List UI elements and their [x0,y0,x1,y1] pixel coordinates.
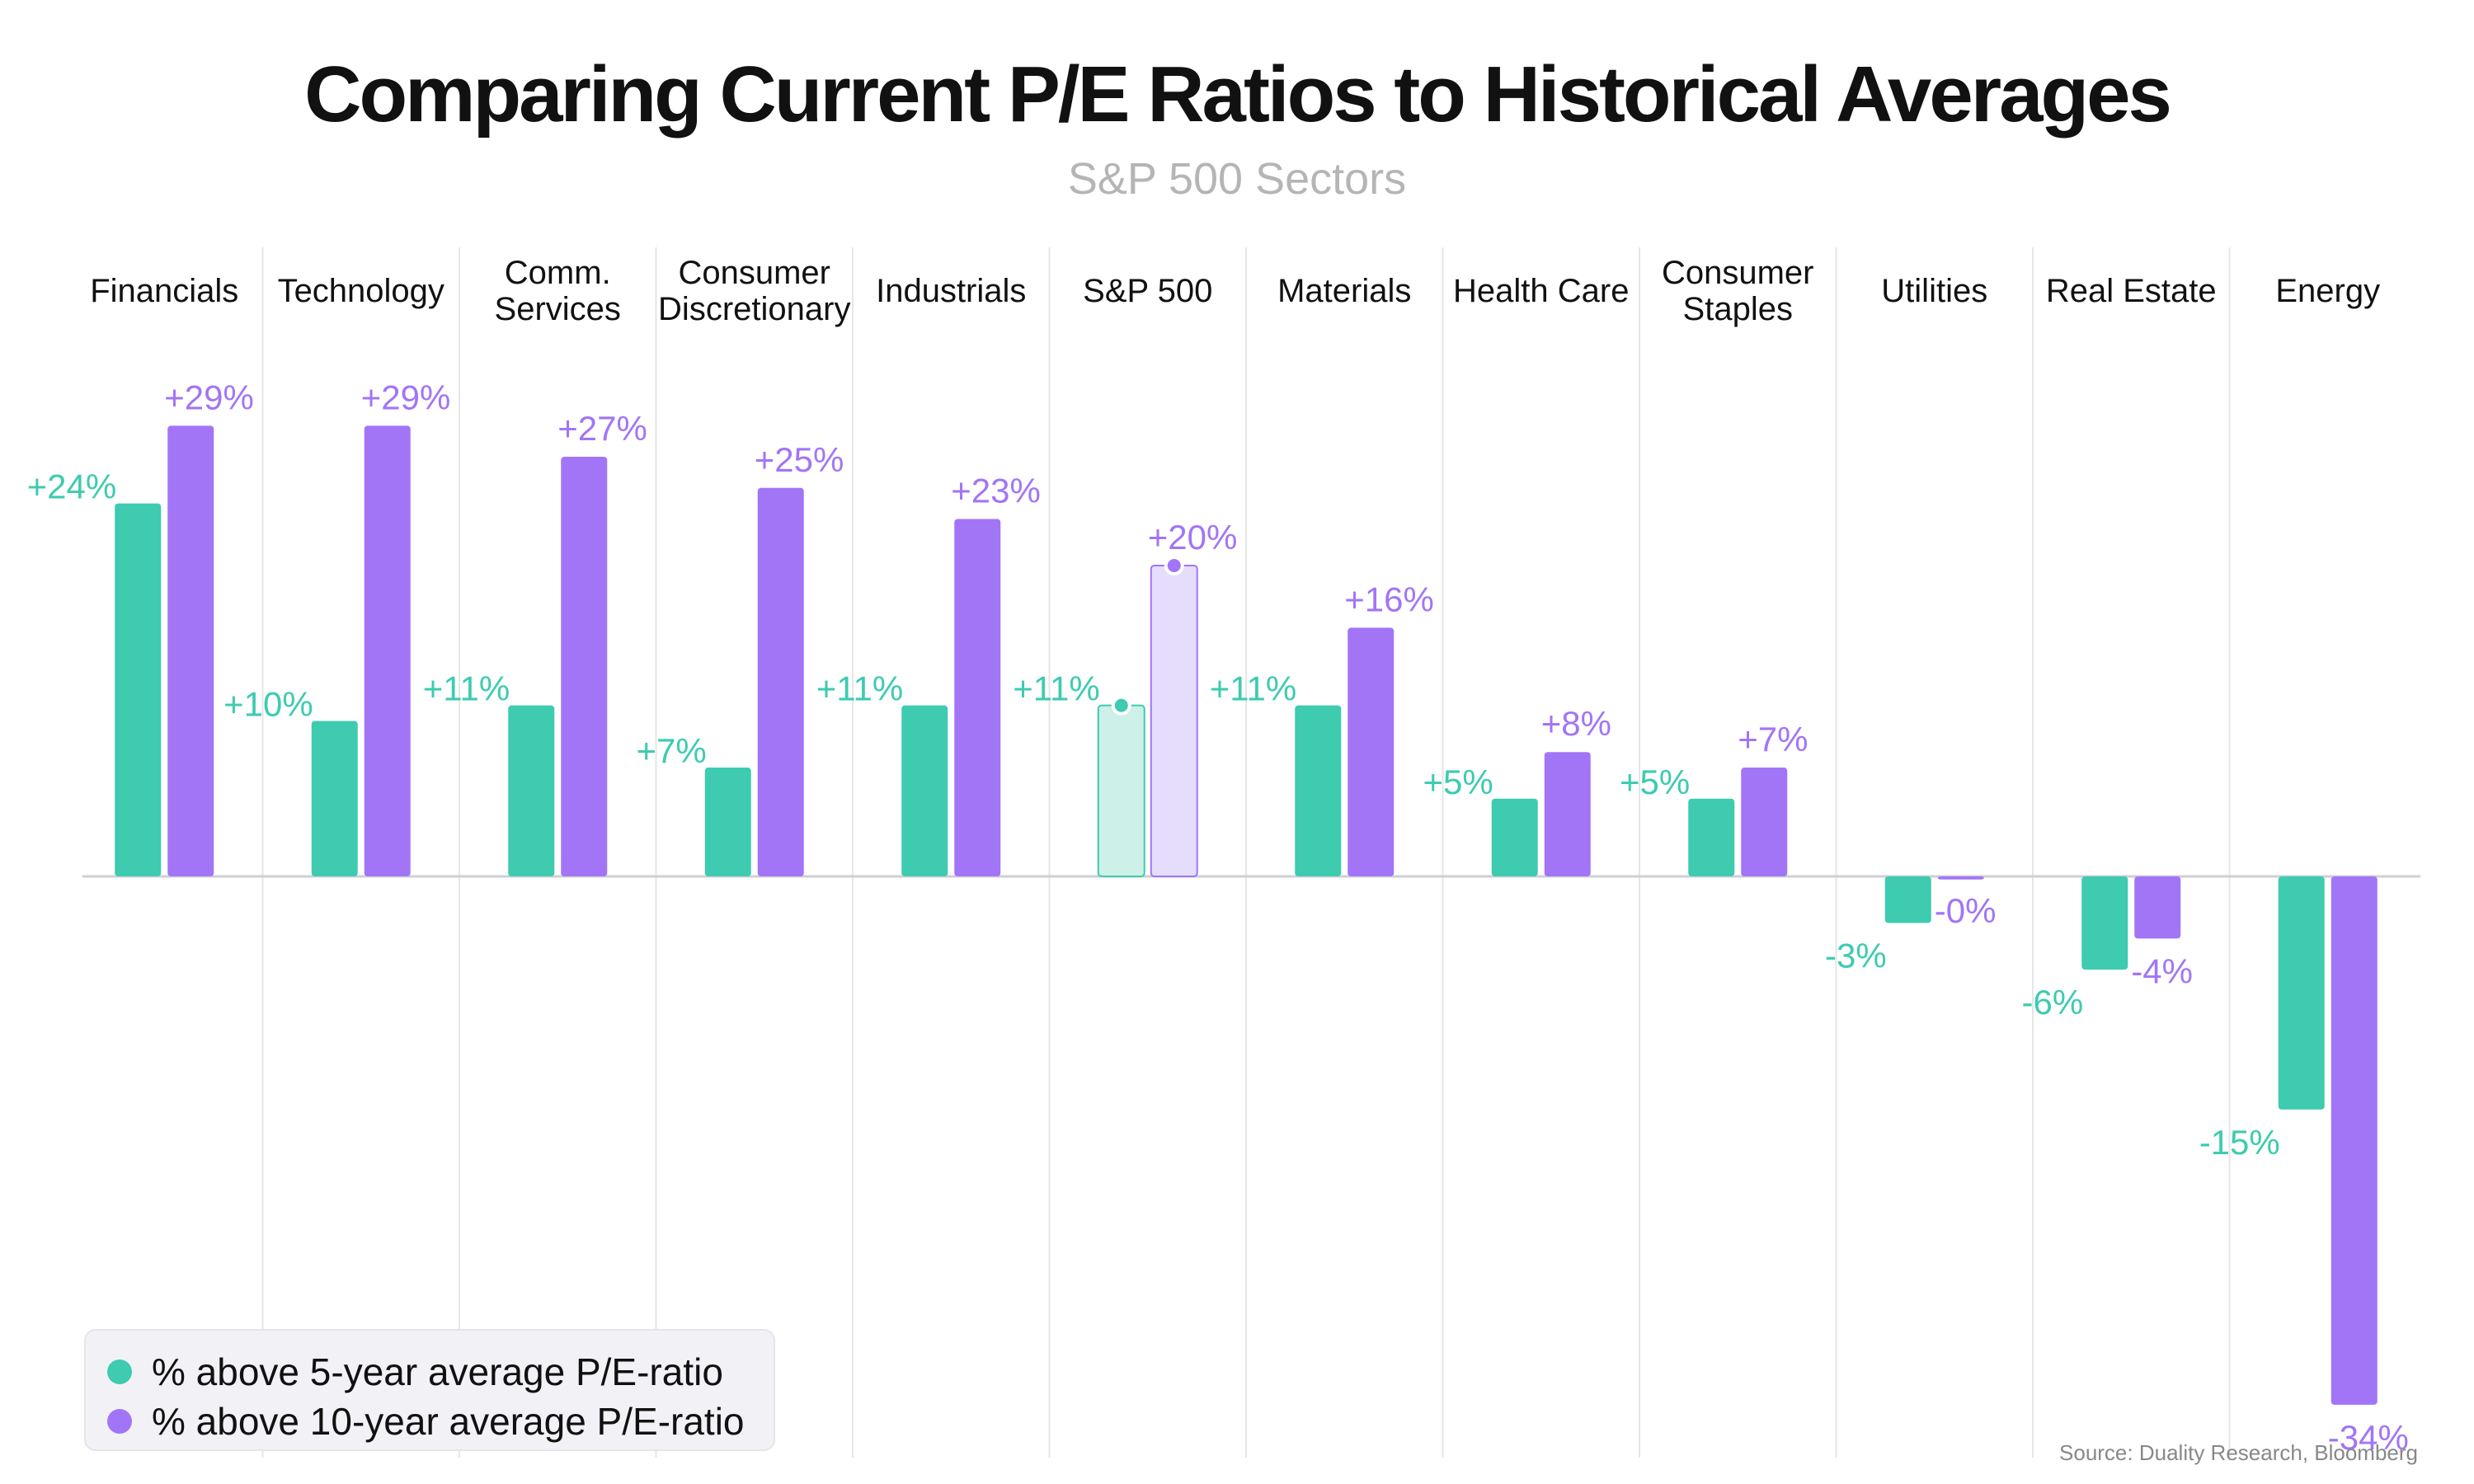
bar-ten-year [1150,565,1198,877]
legend-label-ten-year: % above 10-year average P/E-ratio [152,1400,745,1443]
bar-ten-year [364,425,411,876]
value-label-five-year: +11% [1013,669,1099,708]
bar-five-year [1491,798,1538,876]
bar-five-year [115,503,162,876]
value-labels: +24% +29% +10% +29% +11% +27% +7% +25% +11% +23% +… [27,378,2409,1457]
bar-five-year [1097,704,1145,878]
bars [115,425,2378,1405]
value-label-five-year: +5% [1423,763,1493,801]
bar-five-year-marker [1111,695,1131,716]
legend-swatch-ten-year [107,1409,132,1434]
chart-subtitle: S&P 500 Sectors [1067,154,1407,204]
category-label: Financials [90,273,238,309]
category-label: Comm. Services [495,255,621,327]
value-label-ten-year: +8% [1541,704,1611,743]
legend-swatch-five-year [107,1360,132,1384]
value-label-ten-year: -34% [2328,1418,2409,1457]
value-label-five-year: +11% [1210,669,1296,708]
value-label-ten-year: +29% [164,378,254,416]
value-label-five-year: -15% [2199,1123,2280,1162]
bar-five-year [901,705,948,876]
category-label: Technology [278,273,444,309]
bar-five-year [1688,798,1735,876]
chart-title: Comparing Current P/E Ratios to Historic… [304,50,2172,139]
category-label: Materials [1277,273,1411,309]
category-label: Real Estate [2046,273,2217,309]
value-label-five-year: +5% [1620,763,1690,801]
bar-five-year [311,721,358,876]
category-labels: Financials Technology Comm. Services Consume… [90,255,2380,327]
category-label: Consumer Staples [1662,255,1814,327]
bar-five-year [1884,876,1931,923]
bar-ten-year [2134,876,2181,939]
bar-ten-year-marker [1164,556,1184,575]
bar-ten-year [1348,627,1395,876]
value-label-ten-year: +7% [1738,720,1808,758]
category-label: Energy [2275,273,2380,309]
value-label-ten-year: +23% [951,471,1041,510]
value-label-five-year: -6% [2022,983,2084,1021]
bar-ten-year [1937,876,1984,880]
value-label-ten-year: -4% [2131,951,2193,990]
bar-five-year [704,768,751,876]
value-label-ten-year: +27% [557,409,647,448]
bar-ten-year [1544,752,1591,876]
bar-five-year [2278,876,2325,1110]
category-label: Industrials [876,273,1026,309]
category-label: Consumer Discretionary [658,255,850,327]
value-label-five-year: +10% [223,685,313,724]
bar-ten-year [167,425,214,876]
value-label-ten-year: +16% [1344,580,1434,618]
category-label: S&P 500 [1083,273,1212,309]
source-note: Source: Duality Research, Bloomberg [2059,1440,2418,1465]
bar-ten-year [1741,768,1788,876]
bar-ten-year [561,457,608,876]
category-label: Health Care [1453,273,1629,309]
bar-ten-year [2331,876,2378,1405]
value-label-ten-year: +29% [361,378,451,416]
legend-item-ten-year: % above 10-year average P/E-ratio [107,1398,752,1444]
bar-five-year [2081,876,2128,970]
value-label-ten-year: +20% [1148,518,1238,556]
legend: % above 5-year average P/E-ratio % above… [84,1329,775,1451]
value-label-ten-year: -0% [1935,891,1997,930]
grid-lines [261,247,2231,1458]
bar-ten-year [954,519,1001,876]
bar-ten-year [757,487,804,876]
legend-item-five-year: % above 5-year average P/E-ratio [107,1349,752,1395]
value-label-five-year: +11% [423,669,510,708]
bar-five-year [1295,705,1342,876]
value-label-five-year: +11% [816,669,903,708]
value-label-five-year: -3% [1825,937,1887,975]
value-label-ten-year: +25% [755,440,844,479]
category-label: Utilities [1881,273,1987,309]
legend-label-five-year: % above 5-year average P/E-ratio [152,1350,723,1393]
value-label-five-year: +24% [27,467,117,506]
bar-five-year [508,705,555,876]
value-label-five-year: +7% [637,731,707,770]
